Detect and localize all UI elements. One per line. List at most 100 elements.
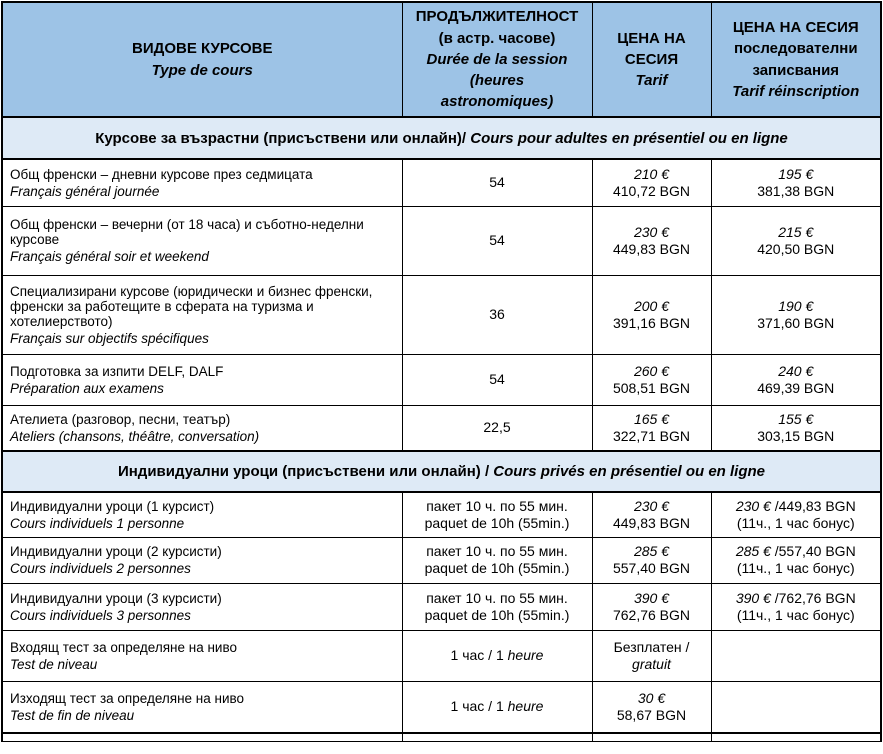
duration-value: 22,5 <box>483 419 511 436</box>
col-header-fr-text: Tarif réinscription <box>732 82 860 100</box>
table-row: Подготовка за изпити DELF, DALF Préparat… <box>1 353 882 406</box>
course-name-fr: Préparation aux examens <box>10 380 164 396</box>
table-row: Общ френски – дневни курсове през седмиц… <box>1 158 882 207</box>
course-name-cell: Индивидуални уроци (3 курсисти) Cours in… <box>1 582 403 631</box>
section-header-adult-courses: Курсове за възрастни (присъствени или он… <box>1 116 882 160</box>
course-name-fr: Français général journée <box>10 183 160 199</box>
price-bgn: 322,71 BGN <box>612 427 691 444</box>
course-name-bg: Изходящ тест за определяне на ниво <box>10 690 245 706</box>
course-name-cell: Входящ тест за определяне на ниво Test d… <box>1 629 403 682</box>
session-price-cell: 200 € 391,16 BGN <box>591 274 712 355</box>
price-eur: 165 € <box>633 410 670 427</box>
section-title-fr: Cours privés en présentiel ou en ligne <box>489 463 766 480</box>
table-row: Ателиета (разговор, песни, театър) Ateli… <box>1 404 882 452</box>
session-price-cell: 260 € 508,51 BGN <box>591 353 712 406</box>
duration-cell: 54 <box>401 158 593 207</box>
col-header-reinscription-price: ЦЕНА НА СЕСИЯ последователни записвания … <box>710 1 882 118</box>
col-header-bg-text: ЦЕНА НА СЕСИЯ <box>732 18 859 36</box>
price-bgn: /557,40 BGN <box>770 543 856 559</box>
duration-value: 54 <box>489 232 505 248</box>
col-header-bg-text: ЦЕНА НА <box>617 29 686 47</box>
duration-value-fr: heure <box>507 647 544 663</box>
price-eur: 260 € <box>633 362 670 379</box>
price-eur: 230 € <box>735 497 771 514</box>
session-price-cell: 30 € 58,67 BGN <box>591 680 712 734</box>
table-row: Входящ тест за определяне на ниво Test d… <box>1 629 882 682</box>
price-eur: 390 € <box>633 589 670 606</box>
duration-cell: 1 час / 1 heure <box>401 629 593 682</box>
course-name-fr: Français sur objectifs spécifiques <box>10 330 209 346</box>
table-row: Специализирани курсове (юридически и биз… <box>1 274 882 355</box>
table-row: Общ френски – вечерни (от 18 часа) и съб… <box>1 205 882 276</box>
course-name-bg: Подготовка за изпити DELF, DALF <box>10 363 224 379</box>
price-eur: 190 € <box>778 297 814 314</box>
duration-value: 54 <box>489 371 505 387</box>
price-bgn: 449,83 BGN <box>612 514 691 531</box>
price-eur: 230 € <box>633 497 670 514</box>
duration-value: 1 час / 1 <box>450 647 508 663</box>
duration-cell: 54 <box>401 205 593 276</box>
duration-cell: 22,5 <box>401 404 593 452</box>
price-eur: 215 € <box>778 223 814 240</box>
col-header-bg-text: ПРОДЪЛЖИТЕЛНОСТ <box>415 8 579 26</box>
section-title-cell: Курсове за възрастни (присъствени или он… <box>1 116 882 160</box>
price-bgn: /449,83 BGN <box>770 497 856 514</box>
price-bgn: 303,15 BGN <box>757 427 835 444</box>
course-name-fr: Test de fin de niveau <box>10 707 135 723</box>
reinscription-price-cell: 240 € 469,39 BGN <box>710 353 882 406</box>
price-bgn: 410,72 BGN <box>612 182 691 199</box>
course-name-fr: Cours individuels 2 personnes <box>10 561 191 576</box>
duration-value: 36 <box>489 306 505 322</box>
price-eur: 230 € <box>633 223 670 240</box>
col-header-fr-text: Tarif <box>635 72 668 90</box>
course-name-cell: Специализирани курсове (юридически и биз… <box>1 274 403 355</box>
price-eur: 240 € <box>778 362 814 379</box>
course-name-cell: Ателиета (разговор, песни, театър) Ateli… <box>1 404 403 452</box>
cut-off-cell <box>1 732 403 742</box>
duration-line-fr: paquet de 10h (55min.) <box>424 560 570 576</box>
price-eur: 210 € <box>633 165 670 182</box>
table-row: Индивидуални уроци (3 курсисти) Cours in… <box>1 582 882 631</box>
price-eur: 195 € <box>778 165 814 182</box>
col-header-session-price: ЦЕНА НА СЕСИЯ Tarif <box>591 1 712 118</box>
price-eur: 285 € <box>735 543 771 559</box>
duration-line-bg: пакет 10 ч. по 55 мин. <box>426 543 568 559</box>
price-eur: 155 € <box>778 410 814 427</box>
duration-line-fr: paquet de 10h (55min.) <box>424 606 570 623</box>
table-header-row: ВИДОВЕ КУРСОВЕ Type de cours ПРОДЪЛЖИТЕЛ… <box>1 1 882 118</box>
price-bgn: 508,51 BGN <box>612 379 691 396</box>
price-bgn: 762,76 BGN <box>612 606 691 623</box>
price-bgn: 391,16 BGN <box>612 314 691 331</box>
price-free-fr: gratuit <box>632 655 671 672</box>
section-title-cell: Индивидуални уроци (присъствени или онла… <box>1 450 882 493</box>
duration-value: 54 <box>489 174 505 191</box>
duration-value: 1 час / 1 <box>450 698 508 715</box>
reinscription-price-cell: 190 € 371,60 BGN <box>710 274 882 355</box>
cut-off-cell <box>401 732 593 742</box>
col-header-fr-text: (heures <box>469 72 525 90</box>
course-name-fr: Cours individuels 1 personne <box>10 515 185 531</box>
duration-cell: 1 час / 1 heure <box>401 680 593 734</box>
price-bgn: 58,67 BGN <box>616 706 687 723</box>
duration-cell: пакет 10 ч. по 55 мин. paquet de 10h (55… <box>401 582 593 631</box>
course-name-cell: Общ френски – вечерни (от 18 часа) и съб… <box>1 205 403 276</box>
col-header-bg-text: записвания <box>752 61 840 79</box>
course-name-cell: Подготовка за изпити DELF, DALF Préparat… <box>1 353 403 406</box>
reinscription-price-cell <box>710 680 882 734</box>
course-name-bg: Индивидуални уроци (3 курсисти) <box>10 590 222 606</box>
table-row: Индивидуални уроци (1 курсист) Cours ind… <box>1 491 882 538</box>
reinscription-price-cell: 155 € 303,15 BGN <box>710 404 882 452</box>
reinscription-price-cell <box>710 629 882 682</box>
course-name-bg: Специализирани курсове (юридически и биз… <box>10 283 373 329</box>
course-name-bg: Общ френски – дневни курсове през седмиц… <box>10 166 313 182</box>
reinscription-price-cell: 285 € /557,40 BGN (11ч., 1 час бонус) <box>710 536 882 584</box>
reinscription-price-cell: 390 € /762,76 BGN (11ч., 1 час бонус) <box>710 582 882 631</box>
bonus-note: (11ч., 1 час бонус) <box>736 606 855 623</box>
col-header-duration: ПРОДЪЛЖИТЕЛНОСТ (в астр. часове) Durée d… <box>401 1 593 118</box>
table-row: Индивидуални уроци (2 курсисти) Cours in… <box>1 536 882 584</box>
reinscription-price-cell: 195 € 381,38 BGN <box>710 158 882 207</box>
cut-off-cell <box>591 732 712 742</box>
course-name-cell: Общ френски – дневни курсове през седмиц… <box>1 158 403 207</box>
